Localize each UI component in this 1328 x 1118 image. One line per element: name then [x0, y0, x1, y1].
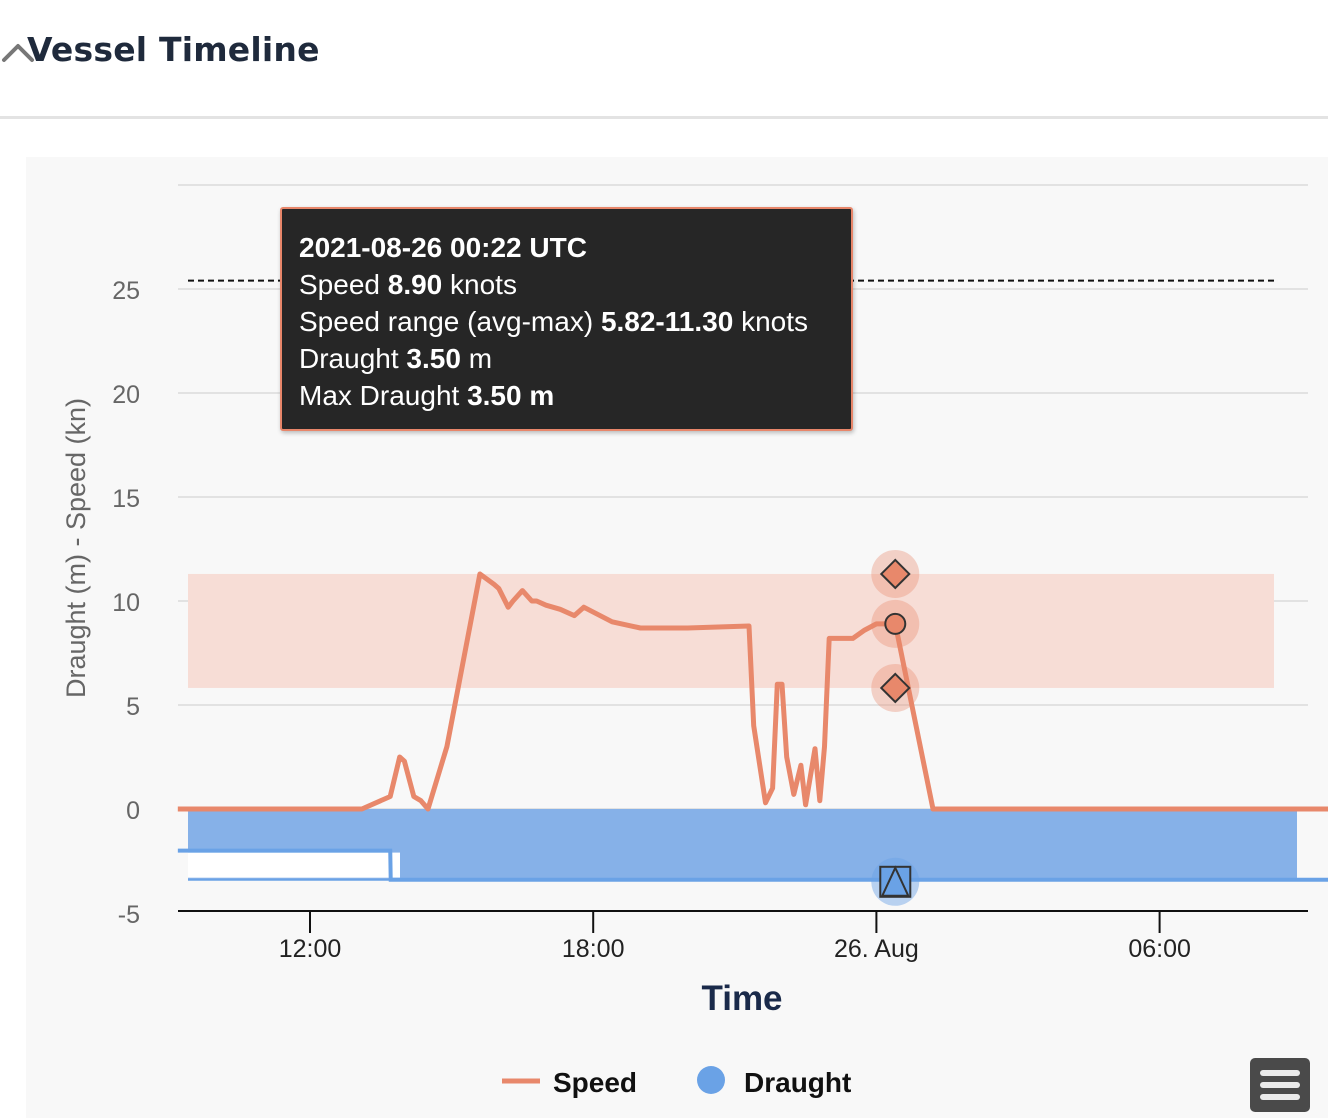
chevron-up-icon[interactable]: [0, 34, 36, 70]
y-tick-label: -5: [118, 901, 140, 929]
legend-draught-label: Draught: [744, 1067, 851, 1098]
speed-range-band: [188, 573, 1274, 688]
draught-area-gap: [188, 852, 400, 878]
tooltip-speed-range: Speed range (avg-max) 5.82-11.30 knots: [299, 306, 808, 337]
x-tick-label: 06:00: [1128, 935, 1191, 963]
tooltip-datetime: 2021-08-26 00:22 UTC: [299, 232, 587, 263]
y-tick-label: 0: [126, 797, 140, 825]
page-title: Vessel Timeline: [27, 30, 320, 69]
x-axis-label: Time: [701, 979, 782, 1018]
speed-point-marker: [884, 612, 907, 635]
y-tick-label: 20: [112, 381, 140, 409]
y-axis-label: Draught (m) - Speed (kn): [61, 398, 91, 698]
y-tick-label: 15: [112, 485, 140, 513]
speed-range-marker: [879, 558, 911, 590]
tooltip-speed: Speed 8.90 knots: [299, 269, 517, 300]
legend-draught-symbol: [697, 1066, 725, 1094]
chart-tooltip: 2021-08-26 00:22 UTC Speed 8.90 knots Sp…: [280, 207, 853, 431]
x-tick-label: 18:00: [562, 935, 625, 963]
speed-series-line: [177, 571, 1328, 812]
tooltip-max-draught: Max Draught 3.50 m: [299, 380, 555, 411]
y-tick-label: 25: [112, 277, 140, 305]
y-tick-label: 5: [126, 693, 140, 721]
x-tick-label: 12:00: [279, 935, 342, 963]
x-tick-label: 26. Aug: [834, 935, 919, 963]
draught-triangle-marker: [880, 865, 910, 897]
y-tick-label: 10: [112, 589, 140, 617]
legend-speed-label: Speed: [553, 1067, 637, 1098]
panel-header: Vessel Timeline: [0, 0, 1328, 119]
tooltip-draught: Draught 3.50 m: [299, 343, 493, 374]
speed-range-marker: [879, 672, 911, 704]
draught-series-line: [177, 848, 1328, 882]
hamburger-menu-icon[interactable]: [1250, 1058, 1310, 1112]
